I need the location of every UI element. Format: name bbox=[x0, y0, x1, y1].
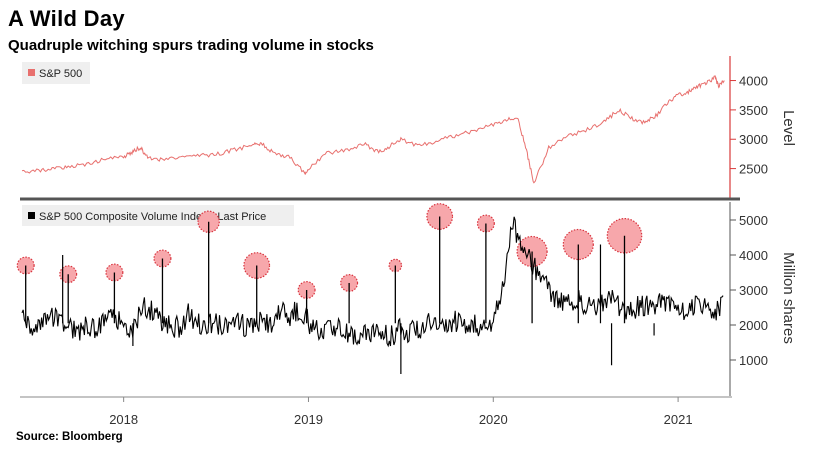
volume-y-tick-label: 3000 bbox=[739, 283, 768, 298]
spx-y-axis-label: Level bbox=[780, 110, 797, 146]
x-tick-label: 2020 bbox=[479, 412, 508, 427]
spx-panel: S&P 500 2500 3000 3500 4000 Level bbox=[21, 56, 797, 198]
volume-legend-swatch bbox=[28, 212, 35, 219]
volume-y-axis-label: Million shares bbox=[780, 252, 797, 344]
spx-y-tick-label: 4000 bbox=[739, 74, 768, 89]
source-note: Source: Bloomberg bbox=[16, 431, 123, 443]
spx-legend-box bbox=[22, 62, 90, 84]
spx-y-tick-label: 2500 bbox=[739, 162, 768, 177]
spx-y-tick-label: 3500 bbox=[739, 103, 768, 118]
volume-series-line bbox=[21, 216, 724, 348]
x-axis: 2018 2019 2020 2021 bbox=[20, 396, 732, 427]
chart-subtitle: Quadruple witching spurs trading volume … bbox=[8, 37, 374, 54]
spx-y-tick-label: 3000 bbox=[739, 132, 768, 147]
chart-title: A Wild Day bbox=[8, 6, 125, 31]
volume-panel: S&P 500 Composite Volume Index - Last Pr… bbox=[16, 202, 797, 396]
spx-series-line bbox=[21, 75, 725, 184]
volume-legend-box bbox=[22, 205, 294, 226]
x-tick-label: 2019 bbox=[294, 412, 323, 427]
spx-legend-swatch bbox=[28, 69, 35, 76]
spx-legend-label: S&P 500 bbox=[39, 68, 82, 80]
volume-y-tick-label: 1000 bbox=[739, 353, 768, 368]
volume-legend-label: S&P 500 Composite Volume Index - Last Pr… bbox=[39, 211, 266, 223]
x-tick-label: 2018 bbox=[109, 412, 138, 427]
volume-y-tick-label: 5000 bbox=[739, 213, 768, 228]
x-tick-label: 2021 bbox=[664, 412, 693, 427]
volume-y-tick-label: 4000 bbox=[739, 248, 768, 263]
volume-y-tick-label: 2000 bbox=[739, 318, 768, 333]
